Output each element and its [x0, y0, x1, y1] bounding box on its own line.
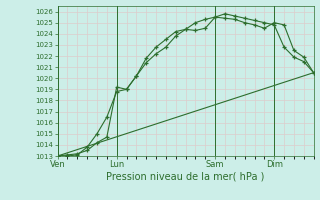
X-axis label: Pression niveau de la mer( hPa ): Pression niveau de la mer( hPa ): [107, 172, 265, 182]
